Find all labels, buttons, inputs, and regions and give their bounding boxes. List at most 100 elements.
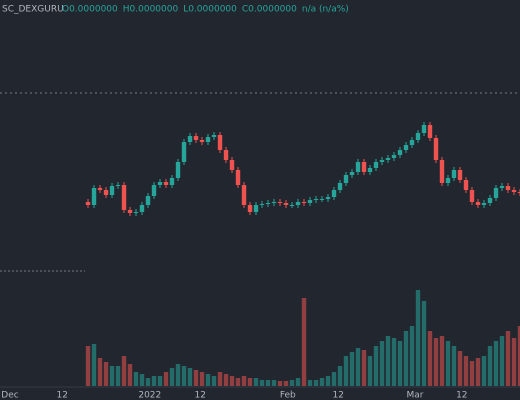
volume-bar: [499, 336, 505, 386]
x-tick-label: 12: [56, 391, 67, 400]
candle-body: [463, 180, 469, 190]
volume-bar: [85, 346, 91, 386]
volume-bar: [199, 372, 205, 386]
candle-body: [385, 158, 391, 160]
candle-body: [271, 202, 277, 203]
volume-bar: [373, 346, 379, 386]
volume-bar: [361, 350, 367, 386]
candle-body: [409, 140, 415, 145]
candle-body: [283, 203, 289, 205]
volume-bar: [109, 366, 115, 386]
volume-bar: [289, 380, 295, 386]
candle-body: [499, 186, 505, 188]
candle-body: [109, 186, 115, 195]
candle-body: [457, 170, 463, 180]
volume-bar: [301, 298, 307, 386]
candle-body: [235, 170, 241, 185]
candle-body: [127, 210, 133, 213]
candle-body: [205, 137, 211, 142]
volume-bar: [175, 364, 181, 386]
candle-body: [487, 198, 493, 203]
volume-bar: [217, 372, 223, 386]
x-tick-label: 12: [332, 391, 343, 400]
candle-body: [493, 188, 499, 198]
volume-bar: [355, 348, 361, 386]
volume-bar: [511, 338, 517, 386]
volume-bar: [385, 336, 391, 386]
candle-body: [193, 136, 199, 140]
candle-body: [229, 160, 235, 170]
volume-bar: [505, 331, 511, 386]
candle-body: [277, 202, 283, 203]
volume-bar: [103, 362, 109, 386]
volume-bar: [445, 341, 451, 386]
volume-bar: [517, 326, 520, 386]
candle-body: [145, 196, 151, 205]
volume-bar: [121, 356, 127, 386]
candle-body: [349, 172, 355, 175]
candle-body: [445, 178, 451, 183]
volume-bar: [493, 341, 499, 386]
volume-bar: [331, 372, 337, 386]
volume-bar: [307, 380, 313, 386]
candle-body: [217, 135, 223, 150]
candle-body: [367, 168, 373, 172]
volume-bar: [157, 376, 163, 386]
volume-bar: [487, 346, 493, 386]
volume-bar: [163, 372, 169, 386]
x-tick-label: 12: [456, 391, 467, 400]
candle-body: [103, 190, 109, 195]
candle-body: [259, 204, 265, 205]
volume-bar: [313, 380, 319, 386]
candle-body: [121, 185, 127, 210]
candle-body: [307, 200, 313, 203]
volume-bar: [247, 378, 253, 386]
volume-bar: [403, 331, 409, 386]
candle-body: [355, 162, 361, 172]
candle-body: [337, 183, 343, 190]
volume-bar: [133, 372, 139, 386]
candle-body: [511, 190, 517, 192]
candle-body: [295, 202, 301, 205]
volume-bar: [427, 331, 433, 386]
volume-bar: [295, 378, 301, 386]
volume-bar: [367, 356, 373, 386]
candle-body: [415, 133, 421, 140]
volume-bar: [397, 341, 403, 386]
volume-bar: [469, 361, 475, 386]
candle-body: [253, 205, 259, 212]
candle-body: [211, 135, 217, 137]
candle-body: [163, 182, 169, 185]
candle-body: [361, 162, 367, 172]
candle-body: [379, 160, 385, 162]
candle-body: [301, 202, 307, 203]
volume-bar: [463, 356, 469, 386]
volume-bar: [319, 378, 325, 386]
volume-bar: [91, 344, 97, 386]
volume-bar: [451, 346, 457, 386]
volume-bar: [151, 376, 157, 386]
volume-bar: [211, 376, 217, 386]
candle-body: [157, 182, 163, 185]
volume-bar: [421, 301, 427, 386]
volume-bar: [145, 378, 151, 386]
legend-value: O0.0000000: [62, 5, 118, 15]
candle-body: [223, 150, 229, 160]
candle-body: [517, 192, 520, 193]
volume-bar: [115, 366, 121, 386]
volume-bar: [265, 380, 271, 386]
volume-bar: [415, 290, 421, 386]
x-tick-label: Mar: [407, 391, 424, 400]
candle-body: [481, 203, 487, 205]
volume-bar: [433, 338, 439, 386]
candle-body: [289, 205, 295, 206]
candle-body: [451, 170, 457, 178]
candle-body: [151, 185, 157, 196]
volume-bar: [439, 336, 445, 386]
volume-bar: [253, 378, 259, 386]
candle-body: [175, 162, 181, 178]
volume-bar: [127, 364, 133, 386]
candle-body: [115, 185, 121, 186]
